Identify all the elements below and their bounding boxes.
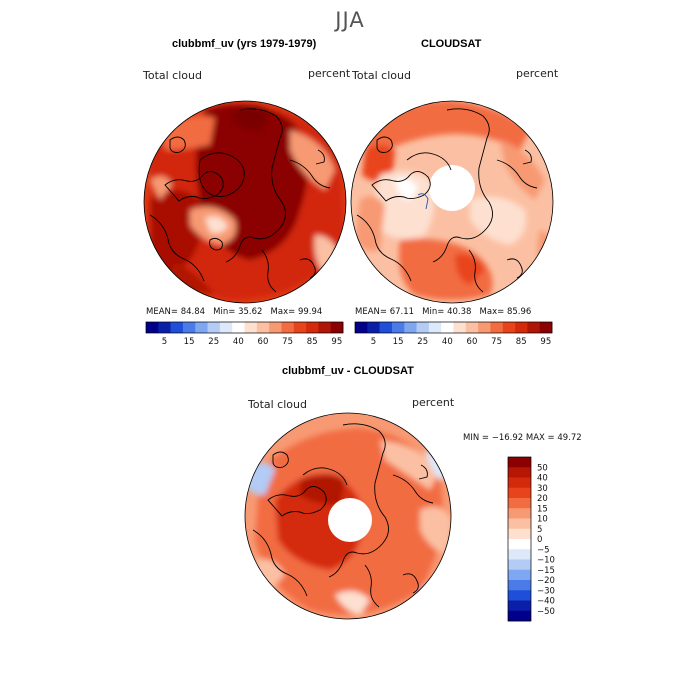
panel-1-colorbar-swatch [219,322,233,333]
panel-2-colorbar-tick-label: 5 [371,337,376,347]
panel-3-colorbar-swatch [508,457,531,468]
panel-1-colorbar-swatch [182,322,196,333]
panel-2-units: percent [516,67,559,80]
panel-3-colorbar-tick-label: −15 [537,566,555,576]
panel-3-colorbar-tick-label: −40 [537,597,555,607]
panel-3-colorbar-swatch [508,477,531,489]
panel-1-colorbar-swatch [232,322,245,333]
panel-3-colorbar-swatch [508,559,531,571]
panel-1-variable: Total cloud [143,69,202,82]
panel-1-colorbar-swatch [318,322,331,333]
panel-1-colorbar-tick-label: 5 [162,337,167,347]
panel-2-colorbar-swatch [515,322,528,333]
panel-1-colorbar-swatch [330,322,344,333]
panel-2-colorbar-swatch [416,322,430,333]
panel-3-colorbar-swatch [508,539,531,550]
panel-3-colorbar-swatch [508,467,531,478]
panel-2-colorbar-swatch [379,322,393,333]
panel-1-colorbar-swatch [256,322,270,333]
panel-1-colorbar-tick-label: 85 [307,337,318,347]
panel-2-colorbar-tick-label: 85 [516,337,527,347]
panel-2-colorbar-swatch [441,322,454,333]
panel-3-colorbar-tick-label: 50 [537,463,548,473]
panel-2-colorbar-tick-label: 95 [540,337,551,347]
panel-1-colorbar-swatch [306,322,319,333]
panel-2-colorbar-swatch [355,322,368,333]
panel-1-colorbar-tick-label: 40 [233,337,244,347]
panel-2-colorbar-swatch [367,322,380,333]
panel-3-colorbar-tick-label: 30 [537,484,548,494]
panel-3-colorbar-swatch [508,487,531,499]
panel-3-colorbar-tick-label: −10 [537,556,555,566]
panel-1-colorbar-tick-label: 75 [282,337,293,347]
panel-3-colorbar-swatch [508,590,531,601]
panel-2-title: CLOUDSAT [421,38,482,50]
panel-2-colorbar-tick-label: 15 [393,337,404,347]
panel-3-map [245,413,451,619]
panel-2-colorbar-swatch [490,322,504,333]
panel-3-colorbar-swatch [508,498,531,509]
panel-2-stats: MEAN= 67.11 Min= 40.38 Max= 85.96 [355,307,532,317]
panel-2-colorbar-swatch [527,322,540,333]
panel-2-colorbar-swatch [502,322,516,333]
panel-3-title: clubbmf_uv - CLOUDSAT [282,365,414,377]
panel-3-colorbar-swatch [508,528,531,540]
panel-2-colorbar-tick-label: 40 [442,337,453,347]
panel-1-stats: MEAN= 84.84 Min= 35.62 Max= 99.94 [146,307,323,317]
panel-2-map [351,101,553,303]
panel-3-variable: Total cloud [248,398,307,411]
panel-2-colorbar: 5 15 25 40 60 75 85 95 [354,321,553,347]
panel-3-minmax: MIN = −16.92 MAX = 49.72 [463,433,582,443]
panel-2-colorbar-swatch [465,322,479,333]
panel-1-colorbar: 5 15 25 40 60 75 85 95 [145,321,344,347]
panel-1-colorbar-tick-label: 15 [184,337,195,347]
panel-3-colorbar-tick-label: 5 [537,525,542,535]
panel-1-title: clubbmf_uv (yrs 1979-1979) [172,38,317,50]
panel-2-colorbar-swatch [453,322,467,333]
panel-1-colorbar-swatch [146,322,159,333]
panel-3-colorbar-tick-label: 40 [537,474,548,484]
panel-3-colorbar-swatch [508,508,531,519]
panel-3-colorbar-swatch [508,518,531,530]
panel-3-colorbar-swatch [508,549,531,560]
panel-2-variable: Total cloud [352,69,411,82]
panel-1-colorbar-swatch [158,322,171,333]
panel-2-colorbar-tick-label: 75 [491,337,502,347]
panel-1-colorbar-swatch [170,322,184,333]
panel-2-colorbar-swatch [404,322,417,333]
panel-3-colorbar-tick-label: −20 [537,576,555,586]
panel-1-colorbar-swatch [293,322,307,333]
panel-2-colorbar-swatch [478,322,491,333]
season-title: JJA [335,8,365,32]
panel-2-colorbar-swatch [428,322,442,333]
panel-2-colorbar-swatch [539,322,553,333]
panel-1-map [144,101,346,303]
panel-3-colorbar-swatch [508,580,531,591]
panel-3-units: percent [412,396,455,409]
panel-3-colorbar-swatch [508,600,531,612]
panel-2-colorbar-tick-label: 25 [417,337,428,347]
panel-1-colorbar-tick-label: 95 [331,337,342,347]
panel-2-colorbar-tick-label: 60 [467,337,478,347]
panel-3-colorbar-swatch [508,610,531,622]
panel-3-colorbar-tick-label: 0 [537,535,542,545]
panel-3-colorbar-tick-label: −50 [537,607,555,617]
panel-1-colorbar-swatch [244,322,258,333]
panel-1-colorbar-tick-label: 25 [208,337,219,347]
panel-3-colorbar-swatch [508,569,531,581]
panel-3-colorbar-tick-label: 15 [537,504,548,514]
panel-3-colorbar-tick-label: −5 [537,545,550,555]
panel-3-colorbar-tick-label: −30 [537,586,555,596]
panel-1-colorbar-swatch [281,322,295,333]
panel-1-units: percent [308,67,351,80]
panel-3-colorbar-tick-label: 10 [537,515,548,525]
panel-1-colorbar-swatch [195,322,208,333]
panel-1-colorbar-swatch [269,322,282,333]
panel-1-colorbar-swatch [207,322,221,333]
panel-1-colorbar-tick-label: 60 [258,337,269,347]
panel-3-colorbar-tick-label: 20 [537,494,548,504]
panel-2-colorbar-swatch [391,322,405,333]
